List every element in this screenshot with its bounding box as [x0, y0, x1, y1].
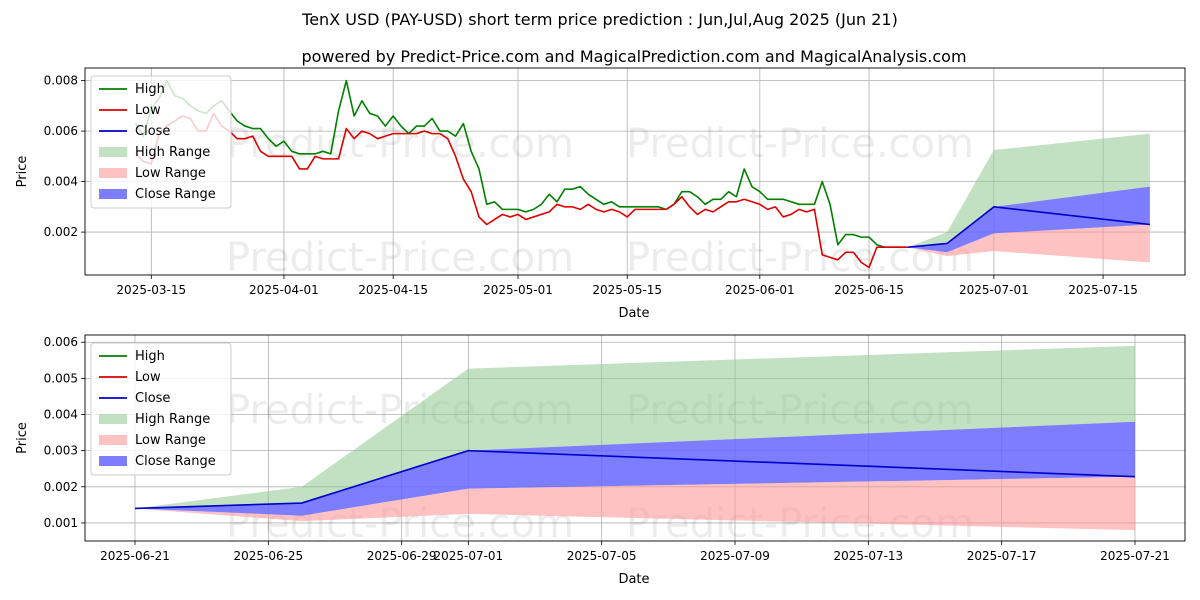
x-tick-label: 2025-07-01 [959, 283, 1029, 297]
x-tick-label: 2025-07-21 [1100, 549, 1170, 563]
watermark-text: Predict-Price.com [626, 121, 974, 167]
x-tick-label: 2025-06-01 [725, 283, 795, 297]
y-tick-label: 0.001 [44, 516, 78, 530]
plot-frame [84, 67, 1186, 276]
y-tick-label: 0.006 [44, 335, 78, 349]
high-price-line [135, 79, 909, 249]
low-price-line [135, 112, 909, 269]
y-tick-label: 0.008 [44, 74, 78, 88]
close-forecast-line [907, 206, 1150, 249]
plot-frame [84, 334, 1186, 542]
close-range-band [135, 421, 1135, 516]
legend-label: Low [135, 103, 161, 118]
legend-label: Close [135, 391, 170, 406]
legend-swatch-patch [99, 189, 127, 199]
legend-label: High [135, 349, 165, 364]
y-axis-label: Price [15, 422, 30, 454]
history-forecast-panel: Predict-Price.com Predict-Price.com Predic… [15, 67, 1186, 321]
x-tick-label: 2025-07-17 [967, 549, 1037, 563]
x-tick-label: 2025-06-21 [100, 549, 170, 563]
legend-label: Low Range [135, 166, 206, 181]
y-tick-label: 0.004 [44, 408, 78, 422]
x-axis-label: Date [618, 306, 649, 321]
high-range-band [135, 345, 1135, 509]
low-range-band [135, 476, 1135, 531]
legend-swatch-patch [99, 435, 127, 445]
x-tick-label: 2025-07-13 [833, 549, 903, 563]
y-tick-label: 0.004 [44, 175, 78, 189]
close-forecast-line [134, 449, 1136, 510]
legend-label: Close [135, 124, 170, 139]
watermark-text: Predict-Price.com [626, 235, 974, 281]
x-tick-label: 2025-06-15 [834, 283, 904, 297]
x-tick-label: 2025-07-09 [700, 549, 770, 563]
x-tick-label: 2025-06-29 [367, 549, 437, 563]
legend-label: High [135, 82, 165, 97]
y-tick-label: 0.006 [44, 124, 78, 138]
x-tick-label: 2025-04-15 [358, 283, 428, 297]
x-tick-label: 2025-05-01 [483, 283, 553, 297]
low-range-band [908, 224, 1150, 263]
y-tick-label: 0.003 [44, 444, 78, 458]
legend-swatch-patch [99, 147, 127, 157]
x-axis-label: Date [618, 572, 649, 587]
legend-label: Low [135, 370, 161, 385]
legend: High Low Close High Range Low Range Close Ran… [90, 342, 232, 476]
chart-title: TenX USD (PAY-USD) short term price pred… [301, 10, 898, 29]
close-range-band [908, 186, 1150, 253]
watermark-text: Predict-Price.com [226, 235, 574, 281]
y-tick-label: 0.005 [44, 371, 78, 385]
y-tick-label: 0.002 [44, 225, 78, 239]
high-range-band [908, 133, 1150, 248]
y-tick-label: 0.002 [44, 480, 78, 494]
legend-label: High Range [135, 412, 210, 427]
x-tick-label: 2025-07-15 [1068, 283, 1138, 297]
x-tick-label: 2025-04-01 [249, 283, 319, 297]
legend-label: Close Range [135, 454, 216, 469]
x-tick-label: 2025-07-01 [433, 549, 503, 563]
legend-swatch-patch [99, 456, 127, 466]
x-tick-label: 2025-06-25 [233, 549, 303, 563]
x-tick-label: 2025-07-05 [567, 549, 637, 563]
legend-label: High Range [135, 145, 210, 160]
x-tick-label: 2025-03-15 [116, 283, 186, 297]
y-axis-label: Price [15, 156, 30, 188]
legend-label: Close Range [135, 187, 216, 202]
legend-swatch-patch [99, 414, 127, 424]
legend-swatch-patch [99, 168, 127, 178]
x-tick-label: 2025-05-15 [592, 283, 662, 297]
watermark-text: Predict-Price.com [226, 121, 574, 167]
legend: High Low Close High Range Low Range Close Ran… [90, 75, 232, 209]
chart-subtitle: powered by Predict-Price.com and Magical… [301, 47, 966, 66]
legend-label: Low Range [135, 433, 206, 448]
